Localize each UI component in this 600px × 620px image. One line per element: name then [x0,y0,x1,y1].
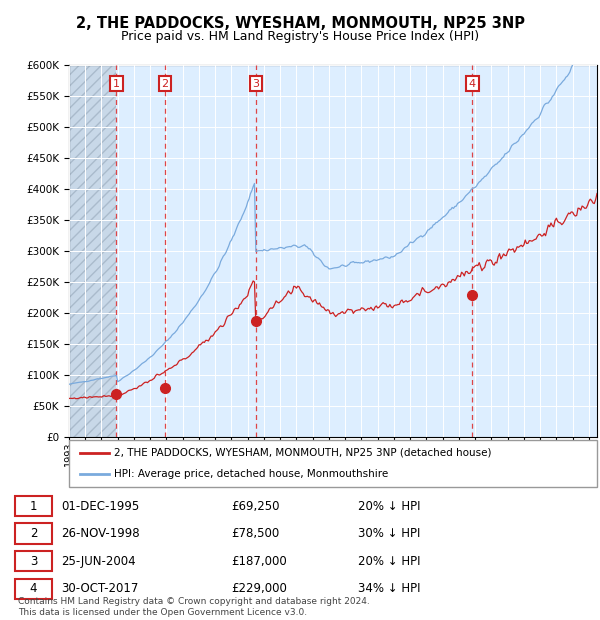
Text: 2, THE PADDOCKS, WYESHAM, MONMOUTH, NP25 3NP (detached house): 2, THE PADDOCKS, WYESHAM, MONMOUTH, NP25… [114,448,491,458]
Text: 3: 3 [30,555,37,568]
FancyBboxPatch shape [15,523,52,544]
Text: 30-OCT-2017: 30-OCT-2017 [61,582,139,595]
Text: 2: 2 [30,527,37,540]
Text: 26-NOV-1998: 26-NOV-1998 [61,527,140,540]
Text: 1: 1 [113,79,120,89]
Text: 2, THE PADDOCKS, WYESHAM, MONMOUTH, NP25 3NP: 2, THE PADDOCKS, WYESHAM, MONMOUTH, NP25… [76,16,524,30]
Text: 25-JUN-2004: 25-JUN-2004 [61,555,136,568]
Text: 01-DEC-1995: 01-DEC-1995 [61,500,139,513]
Text: 20% ↓ HPI: 20% ↓ HPI [358,500,420,513]
Text: Contains HM Land Registry data © Crown copyright and database right 2024.
This d: Contains HM Land Registry data © Crown c… [18,598,370,617]
Text: 2: 2 [161,79,169,89]
Text: Price paid vs. HM Land Registry's House Price Index (HPI): Price paid vs. HM Land Registry's House … [121,30,479,43]
Text: £69,250: £69,250 [231,500,280,513]
FancyBboxPatch shape [15,551,52,572]
Text: 4: 4 [30,582,37,595]
Text: £229,000: £229,000 [231,582,287,595]
Text: 34% ↓ HPI: 34% ↓ HPI [358,582,420,595]
Text: 3: 3 [253,79,259,89]
Text: £78,500: £78,500 [231,527,279,540]
Text: 20% ↓ HPI: 20% ↓ HPI [358,555,420,568]
Text: 1: 1 [30,500,37,513]
FancyBboxPatch shape [15,496,52,516]
Text: £187,000: £187,000 [231,555,287,568]
Text: HPI: Average price, detached house, Monmouthshire: HPI: Average price, detached house, Monm… [114,469,388,479]
Bar [69,65,116,437]
Text: 30% ↓ HPI: 30% ↓ HPI [358,527,420,540]
Text: 4: 4 [469,79,476,89]
FancyBboxPatch shape [15,578,52,599]
